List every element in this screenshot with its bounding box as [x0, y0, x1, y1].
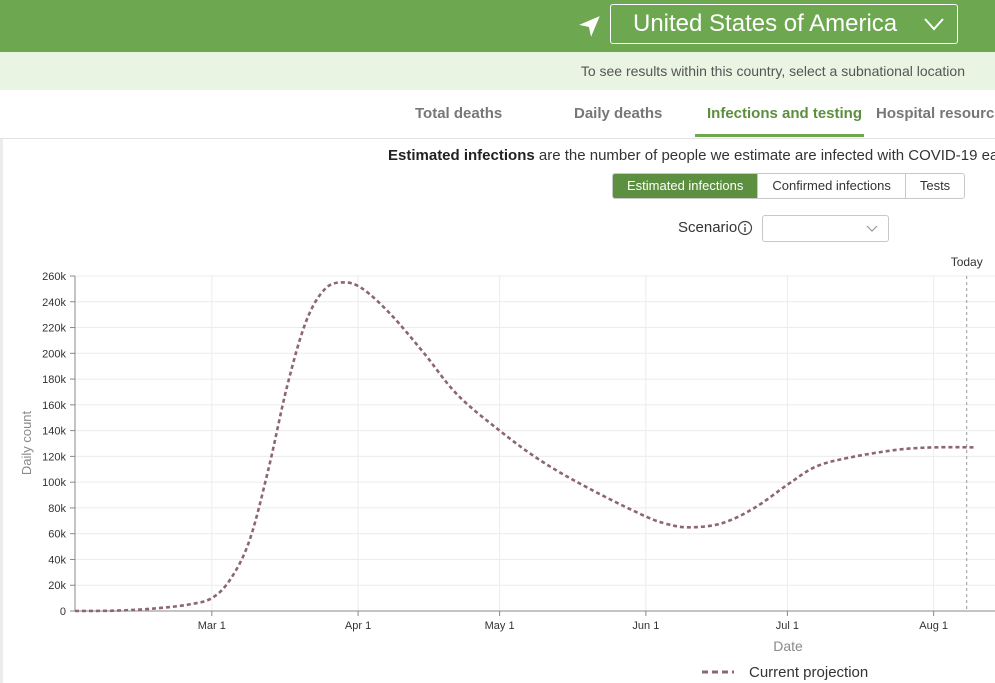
tab-total-deaths[interactable]: Total deaths	[415, 105, 503, 122]
subnational-hint: To see results within this country, sele…	[580, 63, 965, 79]
country-select[interactable]: United States of America	[610, 4, 958, 44]
x-tick-label: Mar 1	[198, 620, 226, 632]
tab-infections-testing[interactable]: Infections and testing	[707, 105, 863, 122]
y-tick-label: 220k	[42, 323, 66, 335]
location-arrow-icon[interactable]	[577, 14, 603, 40]
y-tick-label: 40k	[48, 554, 66, 566]
chevron-down-icon	[866, 225, 878, 232]
x-tick-label: Jun 1	[632, 620, 659, 632]
toggle-estimated-infections[interactable]: Estimated infections	[613, 174, 758, 198]
chevron-down-icon	[924, 18, 944, 31]
metric-toggle-group: Estimated infections Confirmed infection…	[612, 173, 966, 199]
today-label: Today	[951, 255, 983, 269]
tab-hospital-resource[interactable]: Hospital resource	[876, 105, 995, 122]
toggle-confirmed-infections[interactable]: Confirmed infections	[757, 174, 905, 198]
series-line-current-projection	[74, 281, 977, 613]
info-icon[interactable]	[737, 220, 753, 236]
y-tick-label: 80k	[48, 503, 66, 515]
scenario-select[interactable]	[762, 215, 889, 242]
y-tick-label: 120k	[42, 451, 66, 463]
y-tick-label: 140k	[42, 426, 66, 438]
country-header: United States of America	[0, 0, 995, 52]
description-bold: Estimated infections	[388, 147, 535, 164]
legend-swatch	[702, 670, 734, 674]
tab-bar: Total deaths Daily deaths Infections and…	[0, 90, 995, 139]
y-tick-label: 100k	[42, 477, 66, 489]
infections-chart: 0 20k 40k 60k 80k 100k 120k 140k 160k 180k 200k 220…	[19, 255, 995, 654]
x-tick-label: Apr 1	[345, 620, 371, 632]
panel-border	[0, 139, 3, 683]
country-select-value: United States of America	[633, 10, 898, 37]
description-rest: are the number of people we estimate are…	[534, 147, 995, 164]
active-tab-indicator	[695, 134, 864, 137]
y-tick-label: 20k	[48, 580, 66, 592]
tab-daily-deaths[interactable]: Daily deaths	[574, 105, 663, 122]
y-tick-label: 260k	[42, 271, 66, 283]
toggle-tests[interactable]: Tests	[904, 174, 964, 198]
y-tick-label: 180k	[42, 374, 66, 386]
scenario-label: Scenario	[678, 219, 738, 236]
chart-description: Estimated infections are the number of p…	[388, 147, 995, 164]
y-tick-label: 200k	[42, 348, 66, 360]
y-tick-label: 240k	[42, 297, 66, 309]
subnational-hint-bar: To see results within this country, sele…	[0, 52, 995, 90]
x-axis-title: Date	[773, 638, 803, 654]
x-tick-label: Aug 1	[919, 620, 948, 632]
y-axis-title: Daily count	[19, 410, 34, 475]
y-tick-label: 160k	[42, 400, 66, 412]
y-tick-label: 60k	[48, 529, 66, 541]
x-tick-label: Jul 1	[776, 620, 799, 632]
x-tick-label: May 1	[485, 620, 515, 632]
y-tick-label: 0	[60, 606, 66, 618]
legend-label-current-projection: Current projection	[749, 664, 869, 681]
